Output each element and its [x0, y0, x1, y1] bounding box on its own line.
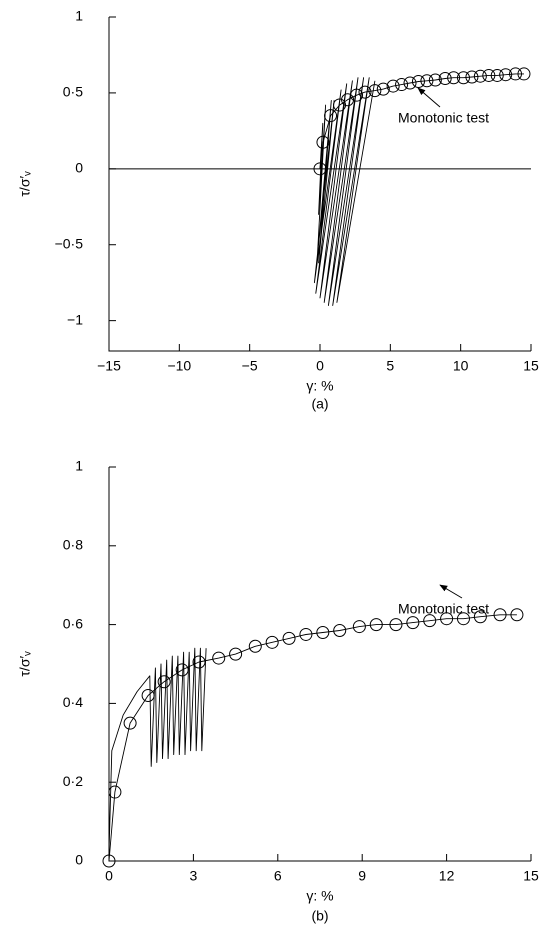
x-tick-label: 9	[358, 868, 366, 884]
caption: (a)	[311, 396, 328, 412]
data-point	[499, 68, 513, 82]
x-tick-label: 0	[105, 868, 113, 884]
data-point	[473, 610, 487, 624]
x-tick-label: −15	[97, 358, 121, 374]
x-tick-label: 12	[439, 868, 455, 884]
data-point	[447, 71, 461, 85]
data-line	[108, 647, 207, 854]
data-point	[229, 647, 243, 661]
data-point	[389, 618, 403, 632]
data-point	[157, 675, 171, 689]
data-point	[316, 625, 330, 639]
data-line	[108, 614, 517, 862]
x-axis-label: γ: %	[306, 888, 333, 904]
y-tick-label: 0·2	[63, 773, 83, 789]
data-point	[248, 639, 262, 653]
annotation: Monotonic test	[398, 601, 489, 617]
data-point	[212, 651, 226, 665]
x-tick-label: 5	[386, 358, 394, 374]
data-point	[352, 620, 366, 634]
y-tick-label: 1	[75, 8, 83, 24]
annotation: Monotonic test	[398, 110, 489, 126]
data-point	[482, 68, 496, 82]
data-point	[406, 616, 420, 630]
data-point	[493, 608, 507, 622]
data-point	[141, 689, 155, 703]
data-point	[423, 614, 437, 628]
y-tick-label: 0·8	[63, 537, 83, 553]
x-tick-label: 6	[274, 868, 282, 884]
caption: (b)	[311, 908, 328, 924]
data-point	[420, 74, 434, 88]
data-point	[102, 854, 116, 868]
y-tick-label: 0	[75, 852, 83, 868]
y-tick-label: −1	[67, 311, 83, 327]
data-point	[350, 88, 364, 102]
data-point	[517, 67, 531, 81]
data-point	[333, 624, 347, 638]
data-point	[456, 612, 470, 626]
y-tick-label: 0·5	[63, 84, 83, 100]
annotation-arrow	[417, 87, 441, 108]
data-point	[473, 69, 487, 83]
x-tick-label: 15	[523, 358, 539, 374]
x-axis-label: γ: %	[306, 378, 333, 394]
x-tick-label: −5	[242, 358, 258, 374]
data-point	[456, 71, 470, 85]
data-point	[386, 79, 400, 93]
x-tick-label: 10	[453, 358, 469, 374]
data-point	[465, 70, 479, 84]
data-point	[175, 663, 189, 677]
data-point	[490, 68, 504, 82]
x-tick-label: −10	[167, 358, 191, 374]
data-point	[428, 73, 442, 87]
data-point	[358, 85, 372, 99]
data-point	[299, 627, 313, 641]
y-tick-label: 0·4	[63, 694, 83, 710]
data-point	[316, 135, 330, 149]
data-point	[108, 785, 122, 799]
x-tick-label: 15	[523, 868, 539, 884]
data-point	[438, 71, 452, 85]
data-point	[192, 655, 206, 669]
data-point	[368, 84, 382, 98]
y-tick-label: 0	[75, 160, 83, 176]
x-tick-label: 3	[190, 868, 198, 884]
data-point	[395, 78, 409, 92]
data-point	[123, 716, 137, 730]
data-point	[324, 109, 338, 123]
data-point	[282, 631, 296, 645]
y-axis-label: τ/σ′ᵥ	[17, 651, 33, 677]
data-point	[376, 82, 390, 96]
x-tick-label: 0	[316, 358, 324, 374]
data-point	[510, 608, 524, 622]
data-line	[319, 73, 524, 169]
data-point	[509, 67, 523, 81]
data-point	[341, 93, 355, 107]
y-tick-label: 0·6	[63, 615, 83, 631]
data-point	[313, 162, 327, 176]
data-point	[440, 612, 454, 626]
y-axis-label: τ/σ′ᵥ	[17, 171, 33, 197]
data-point	[369, 618, 383, 632]
data-point	[403, 76, 417, 90]
y-tick-label: 1	[75, 458, 83, 474]
data-line	[313, 77, 376, 306]
y-tick-label: −0·5	[55, 235, 84, 251]
annotation-arrow	[439, 584, 463, 599]
data-point	[265, 635, 279, 649]
